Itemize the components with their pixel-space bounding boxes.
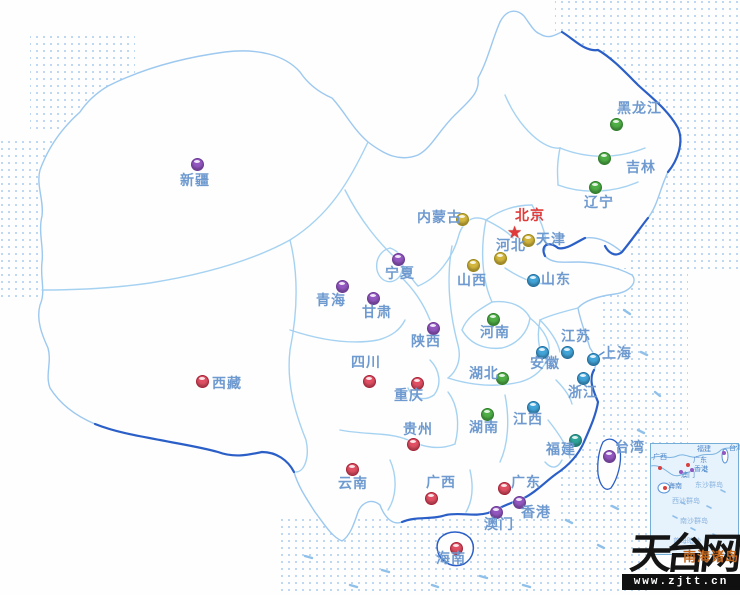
province-label[interactable]: 吉林 <box>626 159 656 175</box>
province-label[interactable]: 江苏 <box>561 328 591 344</box>
province-label[interactable]: 上海 <box>602 345 632 361</box>
province-dot[interactable] <box>490 506 503 519</box>
inset-island-label: 西沙群岛 <box>672 498 700 505</box>
inset-caption: 南海诸岛 <box>683 549 740 564</box>
inset-province-dot <box>686 463 690 467</box>
inset-province-dot <box>679 470 683 474</box>
province-dot[interactable] <box>456 213 469 226</box>
province-label[interactable]: 湖南 <box>469 419 499 435</box>
inset-province-dot <box>690 468 694 472</box>
province-dot[interactable] <box>589 181 602 194</box>
inset-province-label: 香港 <box>694 466 708 473</box>
inset-island-label: 曾母暗沙 <box>673 538 701 545</box>
province-label[interactable]: 重庆 <box>394 387 424 403</box>
inset-province-dot <box>663 486 667 490</box>
province-label[interactable]: 甘肃 <box>362 304 392 320</box>
province-dot[interactable] <box>367 292 380 305</box>
province-label[interactable]: 山东 <box>541 271 571 287</box>
capital-star-icon[interactable]: ★ <box>507 223 523 242</box>
province-dot[interactable] <box>498 482 511 495</box>
province-label[interactable]: 黑龙江 <box>617 100 662 116</box>
province-dot[interactable] <box>494 252 507 265</box>
capital-label[interactable]: 北京 <box>515 207 545 223</box>
site-url[interactable]: www.zjtt.cn <box>633 576 729 588</box>
province-label[interactable]: 河北 <box>496 237 526 253</box>
province-label[interactable]: 辽宁 <box>584 194 614 210</box>
province-label[interactable]: 湖北 <box>469 365 499 381</box>
inset-province-label: 福建 <box>697 446 711 453</box>
province-label[interactable]: 台湾 <box>615 439 645 455</box>
province-label[interactable]: 山西 <box>457 272 487 288</box>
province-dot[interactable] <box>527 401 540 414</box>
inset-map <box>651 445 738 539</box>
inset-island-label: 东沙群岛 <box>695 482 723 489</box>
province-dot[interactable] <box>363 375 376 388</box>
province-dot[interactable] <box>561 346 574 359</box>
inset-province-label: 海南 <box>668 483 682 490</box>
province-dot[interactable] <box>610 118 623 131</box>
province-dot[interactable] <box>411 377 424 390</box>
province-dot[interactable] <box>427 322 440 335</box>
province-label[interactable]: 内蒙古 <box>417 209 462 225</box>
province-label[interactable]: 香港 <box>521 504 551 520</box>
province-dot[interactable] <box>587 353 600 366</box>
inset-province-label: 广西 <box>653 454 667 461</box>
province-dot[interactable] <box>336 280 349 293</box>
province-label[interactable]: 四川 <box>351 354 381 370</box>
inset-province-dot <box>722 451 726 455</box>
province-dot[interactable] <box>603 450 616 463</box>
sea-islets <box>303 308 662 589</box>
province-dot[interactable] <box>536 346 549 359</box>
province-label[interactable]: 浙江 <box>568 384 598 400</box>
coastline-rivers <box>93 30 682 524</box>
province-label[interactable]: 宁夏 <box>385 265 415 281</box>
province-label[interactable]: 云南 <box>338 475 368 491</box>
province-label[interactable]: 海南 <box>436 550 466 566</box>
province-label[interactable]: 陕西 <box>411 333 441 349</box>
province-dot[interactable] <box>450 542 463 555</box>
province-label[interactable]: 西藏 <box>212 375 242 391</box>
province-dot[interactable] <box>496 372 509 385</box>
province-dot[interactable] <box>425 492 438 505</box>
province-dot[interactable] <box>467 259 480 272</box>
province-dot[interactable] <box>598 152 611 165</box>
south-china-sea-inset: 福建 台湾广西 广东香港 澳门海南 东沙群岛西沙群岛南沙群岛曾母暗沙 <box>650 443 740 555</box>
inset-province-dot <box>658 466 662 470</box>
province-dot[interactable] <box>196 375 209 388</box>
province-label[interactable]: 广西 <box>426 474 456 490</box>
province-dot[interactable] <box>527 274 540 287</box>
inset-province-label: 广东 <box>693 457 707 464</box>
inset-province-label: 台湾 <box>729 445 740 452</box>
province-dot[interactable] <box>407 438 420 451</box>
province-label[interactable]: 福建 <box>546 441 576 457</box>
province-label[interactable]: 天津 <box>536 231 566 247</box>
province-dot[interactable] <box>577 372 590 385</box>
province-dot[interactable] <box>569 434 582 447</box>
province-dot[interactable] <box>346 463 359 476</box>
province-dot[interactable] <box>487 313 500 326</box>
province-dot[interactable] <box>513 496 526 509</box>
province-label[interactable]: 广东 <box>511 474 541 490</box>
inset-island-label: 南沙群岛 <box>680 518 708 525</box>
province-dot[interactable] <box>392 253 405 266</box>
province-dot[interactable] <box>191 158 204 171</box>
province-label[interactable]: 河南 <box>480 324 510 340</box>
province-dot[interactable] <box>481 408 494 421</box>
province-label[interactable]: 澳门 <box>484 516 514 532</box>
inset-province-label: 澳门 <box>681 472 695 479</box>
province-dot[interactable] <box>522 234 535 247</box>
province-label[interactable]: 贵州 <box>403 421 433 437</box>
province-label[interactable]: 青海 <box>316 292 346 308</box>
site-url-bar[interactable]: www.zjtt.cn <box>622 574 740 590</box>
province-label[interactable]: 江西 <box>513 411 543 427</box>
province-label[interactable]: 安徽 <box>530 355 560 371</box>
province-label[interactable]: 新疆 <box>180 172 210 188</box>
province-borders <box>41 94 646 513</box>
